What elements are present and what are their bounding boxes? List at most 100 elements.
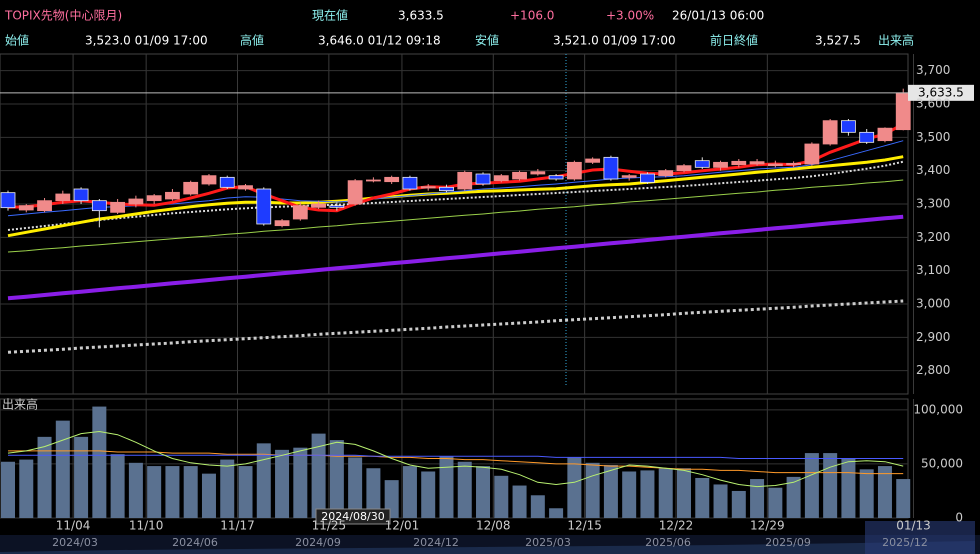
candle-body <box>128 198 144 205</box>
moving-average-line <box>7 179 904 253</box>
volume-average-line <box>8 454 904 459</box>
candle-body <box>55 193 71 202</box>
y-tick-label: 3,100 <box>916 263 950 277</box>
volume-bar <box>530 495 545 518</box>
candle-body <box>676 165 692 172</box>
y-tick-label: 2,900 <box>916 330 950 344</box>
navigator-area <box>0 541 975 554</box>
volume-bar <box>110 454 125 518</box>
volume-bar <box>896 479 911 518</box>
volume-bar <box>1 461 15 518</box>
candle-body <box>146 195 162 202</box>
instrument-title: TOPIX先物(中心限月) <box>4 8 122 23</box>
candle-body <box>640 173 655 183</box>
volume-bar <box>676 468 691 518</box>
volume-bar <box>275 449 290 518</box>
volume-bar <box>402 466 417 518</box>
candle-body <box>877 127 893 142</box>
x-tick-label: 11/10 <box>129 519 164 533</box>
volume-label: 出来高 <box>878 33 914 48</box>
candle-body <box>165 191 180 200</box>
moving-average-line <box>7 122 904 213</box>
candle-body <box>457 171 473 190</box>
volume-bar <box>786 476 801 518</box>
candle-body <box>18 205 34 211</box>
volume-bar <box>731 490 746 518</box>
x-tick-label: 12/15 <box>567 519 602 533</box>
last-price-tag <box>908 84 974 101</box>
candle-body <box>548 175 564 180</box>
candle-body <box>475 173 491 185</box>
low-value: 3,521.0 01/09 17:00 <box>553 34 676 48</box>
candle-body <box>658 170 674 177</box>
date-tooltip-box <box>315 508 391 525</box>
volume-bar <box>695 477 710 518</box>
moving-average-line <box>7 160 904 231</box>
candle-body <box>73 188 89 202</box>
volume-bar <box>256 443 271 518</box>
candle-body <box>0 192 16 209</box>
y-tick-label: 2,800 <box>916 363 950 377</box>
candle-body <box>439 186 454 192</box>
x-tick-label: 11/17 <box>220 519 255 533</box>
candle-body <box>384 176 400 183</box>
volume-bar <box>220 459 235 518</box>
volume-bar <box>128 462 143 518</box>
volume-bar <box>457 461 472 518</box>
volume-bar <box>238 466 253 518</box>
y-tick-label: 3,600 <box>916 97 950 111</box>
volume-bar <box>147 466 162 518</box>
volume-bar <box>622 471 637 518</box>
y-tick-label: 3,200 <box>916 230 950 244</box>
candle-body <box>493 175 509 182</box>
volume-bar <box>823 453 838 518</box>
volume-bar <box>165 466 180 518</box>
volume-bar <box>603 464 618 518</box>
x-tick-label: 01/13 <box>896 519 931 533</box>
volume-bar <box>859 469 874 518</box>
candle-body <box>585 158 601 163</box>
navigator-label: 2024/12 <box>413 536 459 549</box>
candle-body <box>329 205 345 208</box>
navigator-label: 2025/06 <box>645 536 691 549</box>
volume-bar <box>713 484 728 518</box>
navigator-label: 2024/09 <box>295 536 341 549</box>
volume-bar <box>804 453 819 518</box>
candle-body <box>256 188 272 225</box>
volume-bar <box>841 458 856 518</box>
candle-body <box>566 161 582 180</box>
change-percent: +3.00% <box>606 9 654 23</box>
open-value: 3,523.0 01/09 17:00 <box>85 34 208 48</box>
quote-time: 26/01/13 06:00 <box>672 9 764 23</box>
volume-bar <box>549 508 564 518</box>
high-value: 3,646.0 01/12 09:18 <box>318 34 441 48</box>
x-tick-label: 11/04 <box>56 519 91 533</box>
candle-body <box>621 175 637 178</box>
x-tick-label: 12/29 <box>750 519 785 533</box>
candle-body <box>731 160 747 166</box>
price-label: 現在値 <box>312 8 348 23</box>
navigator-label: 2025/12 <box>882 536 928 549</box>
change-value: +106.0 <box>510 9 554 23</box>
last-price-label: 3,633.5 <box>918 85 964 99</box>
price-value: 3,633.5 <box>398 9 444 23</box>
y-tick-label: 3,500 <box>916 130 950 144</box>
prev-close-label: 前日終値 <box>710 33 758 48</box>
volume-bar <box>37 436 52 518</box>
candle-body <box>786 162 802 166</box>
date-tooltip: 2024/08/30 <box>321 510 384 523</box>
volume-bar <box>512 485 527 518</box>
volume-bar <box>348 457 363 518</box>
navigator-window <box>865 521 975 554</box>
candle-body <box>347 180 363 205</box>
candle-body <box>201 175 217 185</box>
y-tick-label: 3,000 <box>916 297 950 311</box>
volume-bar <box>439 456 454 518</box>
open-label: 始値 <box>5 33 29 48</box>
candle-body <box>311 203 326 208</box>
y-tick-label: 0 <box>955 511 963 525</box>
x-tick-label: 12/08 <box>476 519 511 533</box>
x-tick-label: 11/25 <box>312 519 347 533</box>
x-tick-label: 12/01 <box>385 519 420 533</box>
volume-bar <box>92 406 107 518</box>
